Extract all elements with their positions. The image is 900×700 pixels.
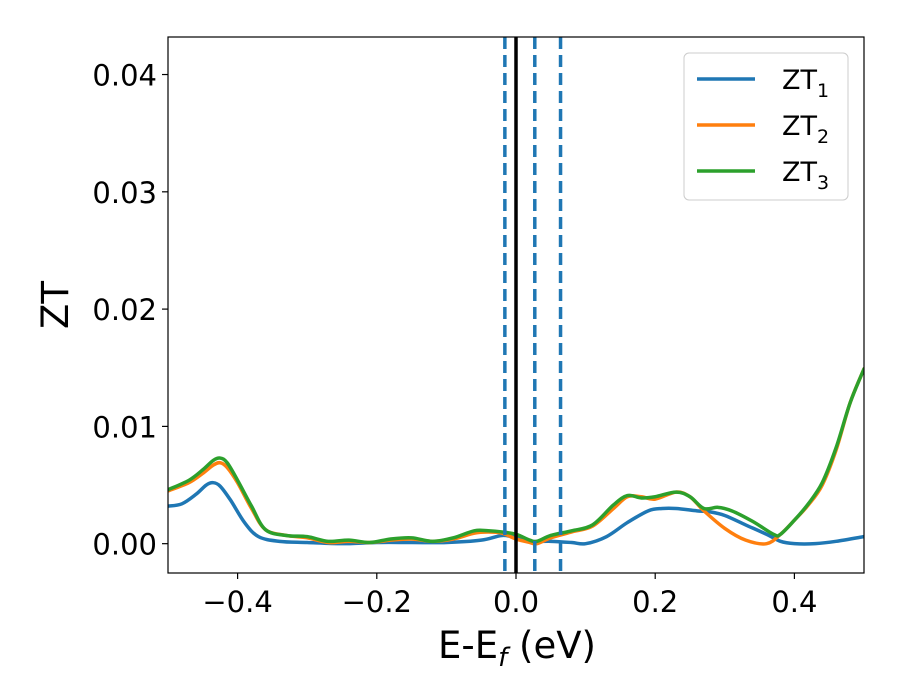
- y-tick-label: 0.02: [92, 293, 157, 327]
- x-axis-label: E-Ef (eV): [438, 624, 596, 673]
- x-axis: −0.4 −0.2 0.0 0.2 0.4: [202, 573, 817, 619]
- x-tick-label: −0.4: [202, 585, 272, 619]
- legend: ZT1 ZT2 ZT3: [683, 52, 849, 201]
- y-axis-label: ZT: [34, 281, 77, 329]
- legend-label-2: ZT2: [782, 111, 829, 148]
- x-tick-label: −0.2: [342, 585, 412, 619]
- legend-label-3: ZT3: [782, 157, 829, 194]
- y-tick-label: 0.00: [92, 528, 157, 562]
- series-line-3: [168, 367, 864, 545]
- y-tick-label: 0.03: [92, 176, 157, 210]
- series-lines: [168, 367, 864, 546]
- y-axis: 0.00 0.01 0.02 0.03 0.04: [92, 59, 168, 562]
- legend-box: [683, 52, 849, 201]
- y-tick-label: 0.01: [92, 410, 157, 444]
- x-tick-label: 0.4: [771, 585, 817, 619]
- y-tick-label: 0.04: [92, 59, 157, 93]
- legend-label-1: ZT1: [782, 65, 829, 102]
- x-tick-label: 0.0: [493, 585, 539, 619]
- reference-lines: [503, 37, 563, 573]
- x-tick-label: 0.2: [632, 585, 678, 619]
